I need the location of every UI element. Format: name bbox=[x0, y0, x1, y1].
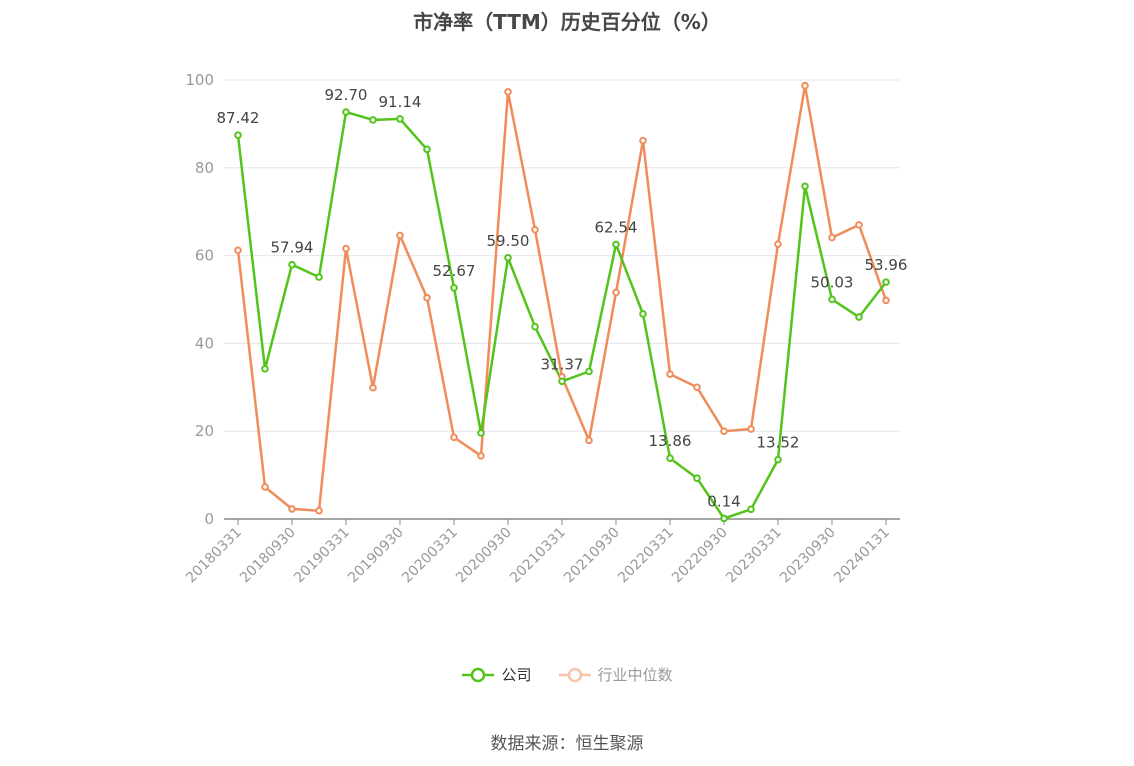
data-point[interactable] bbox=[531, 322, 539, 331]
data-label: 92.70 bbox=[325, 86, 368, 104]
x-tick-label: 20210331 bbox=[507, 525, 569, 587]
y-tick-label: 60 bbox=[195, 247, 214, 265]
legend-item-company[interactable]: 公司 bbox=[461, 664, 532, 685]
data-point[interactable] bbox=[693, 474, 701, 482]
data-point[interactable] bbox=[585, 367, 593, 376]
data-point[interactable] bbox=[693, 383, 701, 392]
data-point[interactable] bbox=[882, 278, 890, 286]
data-point[interactable] bbox=[423, 293, 431, 302]
data-point[interactable] bbox=[342, 244, 350, 253]
series-points bbox=[234, 81, 890, 523]
data-point[interactable] bbox=[342, 108, 350, 116]
data-point[interactable] bbox=[477, 451, 485, 460]
data-point[interactable] bbox=[369, 116, 377, 124]
data-point[interactable] bbox=[666, 454, 674, 462]
data-point[interactable] bbox=[234, 246, 242, 255]
data-label: 91.14 bbox=[379, 93, 422, 111]
data-point[interactable] bbox=[261, 483, 269, 491]
data-point[interactable] bbox=[747, 425, 755, 433]
data-label: 57.94 bbox=[271, 239, 314, 257]
data-point[interactable] bbox=[774, 240, 782, 248]
data-label: 13.86 bbox=[649, 432, 692, 450]
data-label: 0.14 bbox=[707, 492, 740, 510]
data-point[interactable] bbox=[801, 81, 809, 90]
data-point[interactable] bbox=[720, 514, 728, 523]
data-label: 53.96 bbox=[865, 256, 908, 274]
data-label: 50.03 bbox=[811, 273, 854, 291]
data-point[interactable] bbox=[585, 436, 593, 445]
data-point[interactable] bbox=[396, 115, 404, 123]
data-label: 59.50 bbox=[487, 232, 530, 250]
x-tick-label: 20230930 bbox=[777, 525, 839, 587]
x-tick-label: 20200331 bbox=[399, 525, 461, 587]
data-point[interactable] bbox=[828, 233, 836, 242]
data-label: 31.37 bbox=[541, 355, 584, 373]
data-point[interactable] bbox=[855, 221, 863, 229]
data-label: 62.54 bbox=[595, 218, 638, 236]
legend-line-orange-icon bbox=[558, 667, 591, 682]
data-point[interactable] bbox=[315, 273, 323, 281]
data-point[interactable] bbox=[720, 427, 728, 436]
data-point[interactable] bbox=[666, 370, 674, 378]
y-tick-label: 0 bbox=[204, 510, 214, 528]
series-lines bbox=[236, 84, 888, 520]
data-point[interactable] bbox=[450, 283, 458, 292]
data-point[interactable] bbox=[531, 225, 539, 234]
data-point[interactable] bbox=[369, 383, 377, 392]
legend-line-green-icon bbox=[462, 667, 495, 682]
legend-label-company: 公司 bbox=[501, 666, 532, 684]
legend: 公司 行业中位数 bbox=[0, 664, 1134, 685]
data-labels: 87.42 57.94 92.70 91.14 52.67 59.50 31.37 62.54… bbox=[217, 86, 908, 510]
data-point[interactable] bbox=[288, 505, 296, 513]
data-point[interactable] bbox=[504, 253, 512, 262]
data-label: 87.42 bbox=[217, 109, 260, 127]
data-point[interactable] bbox=[261, 365, 269, 373]
data-point[interactable] bbox=[423, 145, 431, 154]
data-point[interactable] bbox=[396, 231, 404, 240]
data-point[interactable] bbox=[558, 377, 566, 386]
x-tick-label: 20180331 bbox=[183, 525, 245, 587]
y-tick-label: 100 bbox=[185, 71, 214, 89]
data-point[interactable] bbox=[855, 313, 863, 321]
data-point[interactable] bbox=[612, 288, 620, 297]
data-point[interactable] bbox=[504, 88, 512, 96]
y-tick-label: 80 bbox=[195, 159, 214, 177]
data-label: 52.67 bbox=[433, 262, 476, 280]
legend-item-industry[interactable]: 行业中位数 bbox=[558, 664, 673, 685]
x-tick-label: 20200930 bbox=[453, 525, 515, 587]
chart-title: 市净率（TTM）历史百分位（%） bbox=[413, 10, 721, 34]
x-tick-label: 20210930 bbox=[561, 525, 623, 587]
x-tick-label: 20190930 bbox=[345, 525, 407, 587]
data-point[interactable] bbox=[639, 136, 647, 145]
x-tick-label: 20230331 bbox=[723, 525, 785, 587]
x-tick-label: 20180930 bbox=[237, 525, 299, 587]
data-point[interactable] bbox=[882, 296, 890, 305]
data-point[interactable] bbox=[747, 505, 755, 514]
data-point[interactable] bbox=[315, 506, 323, 515]
data-point[interactable] bbox=[774, 455, 782, 464]
y-tick-label: 20 bbox=[195, 422, 214, 440]
x-tick-label: 20190331 bbox=[291, 525, 353, 587]
data-point[interactable] bbox=[612, 240, 620, 249]
y-tick-label: 40 bbox=[195, 334, 214, 352]
legend-label-industry: 行业中位数 bbox=[597, 666, 673, 684]
data-label: 13.52 bbox=[757, 434, 800, 452]
data-point[interactable] bbox=[288, 260, 296, 269]
data-point[interactable] bbox=[828, 295, 836, 304]
data-point[interactable] bbox=[639, 310, 647, 318]
data-point[interactable] bbox=[234, 131, 242, 140]
series-line-0 bbox=[236, 110, 887, 520]
x-tick-label: 20220331 bbox=[615, 525, 677, 587]
data-point[interactable] bbox=[801, 182, 809, 191]
data-source: 数据来源：恒生聚源 bbox=[490, 734, 644, 754]
x-tick-label: 20220930 bbox=[669, 525, 731, 587]
x-tick-label: 20240131 bbox=[831, 525, 893, 587]
data-point[interactable] bbox=[477, 429, 485, 437]
data-point[interactable] bbox=[450, 433, 458, 442]
